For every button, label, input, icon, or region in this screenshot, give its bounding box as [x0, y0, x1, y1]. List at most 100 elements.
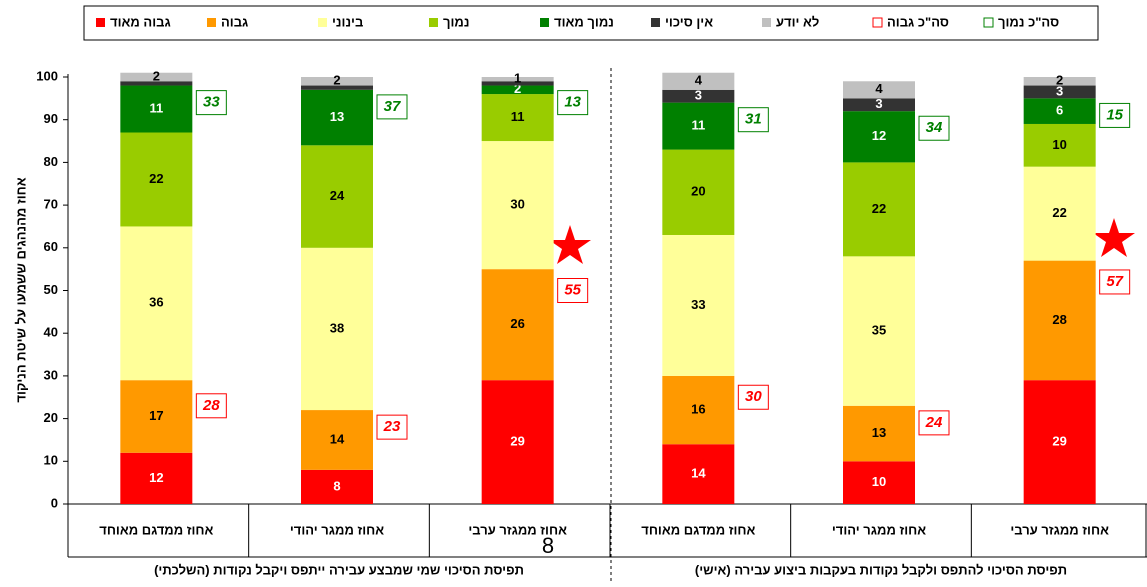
total-label: 33	[203, 94, 220, 111]
bar-segment	[843, 461, 915, 504]
total-box	[376, 94, 408, 120]
legend-label: נמוך מאוד	[554, 14, 614, 29]
value-label: 2	[153, 68, 160, 83]
value-label: 20	[691, 184, 705, 199]
x-tick-label: אחוז ממדגם מאוחד	[641, 522, 755, 537]
annotation: 8	[542, 533, 554, 558]
bar-segment	[662, 234, 735, 376]
legend-swatch	[318, 18, 327, 27]
value-label: 36	[149, 295, 163, 310]
star	[549, 225, 591, 264]
legend-swatch	[429, 18, 438, 27]
bar-segment	[1023, 77, 1096, 86]
y-tick-label: 20	[44, 410, 58, 425]
bar-segment	[120, 226, 193, 381]
bar-segment	[843, 111, 915, 163]
value-label: 1	[514, 71, 521, 86]
value-label: 2	[333, 73, 340, 88]
bar-segment	[662, 102, 735, 150]
bar-segment	[843, 162, 915, 257]
value-label: 8	[333, 478, 340, 493]
value-label: 24	[330, 188, 345, 203]
value-label: 28	[1052, 312, 1066, 327]
total-box	[195, 90, 227, 116]
y-axis-title: אחוז מהנהגים ששמעו על שיטת הניקוד	[13, 177, 28, 402]
bar-segment	[481, 380, 554, 504]
bar-segment	[1023, 260, 1096, 381]
legend-label: בינוני	[332, 14, 363, 29]
total-box	[195, 393, 227, 419]
value-label: 2	[514, 81, 521, 96]
bar-segment	[1023, 166, 1096, 261]
y-tick-label: 10	[44, 453, 58, 468]
bar-segment	[1023, 98, 1096, 124]
y-tick-label: 100	[36, 68, 58, 83]
y-tick-label: 80	[44, 154, 58, 169]
bar-segment	[120, 81, 193, 86]
y-tick-label: 60	[44, 239, 58, 254]
bar-segment	[481, 141, 554, 270]
bar-segment	[481, 81, 554, 86]
x-tick-label: אחוז ממדגם מאוחד	[99, 522, 213, 537]
bar-segment	[120, 380, 193, 453]
total-label: 55	[564, 281, 581, 298]
bar-segment	[301, 410, 373, 470]
value-label: 11	[511, 109, 525, 124]
value-label: 4	[695, 73, 703, 88]
legend-label: גבוה מאוד	[110, 14, 171, 29]
bar-segment	[301, 469, 373, 504]
bar-segment	[120, 452, 193, 504]
star	[1093, 218, 1135, 257]
value-label: 6	[1056, 103, 1063, 118]
legend-swatch	[983, 17, 994, 28]
total-label: 13	[564, 94, 581, 111]
total-box	[557, 278, 589, 303]
bar-segment	[1023, 85, 1096, 99]
value-label: 2	[1056, 73, 1063, 88]
bar-segment	[301, 89, 373, 146]
bar-segment	[843, 81, 915, 99]
legend-box	[83, 5, 1099, 41]
value-label: 12	[872, 128, 886, 143]
value-label: 12	[149, 470, 163, 485]
y-tick-label: 0	[51, 495, 58, 510]
value-label: 3	[1056, 83, 1063, 98]
value-label: 26	[510, 316, 524, 331]
total-label: 23	[383, 418, 401, 435]
legend-label: נמוך	[443, 14, 469, 29]
bar-segment	[301, 77, 373, 86]
bar-segment	[843, 256, 915, 406]
value-label: 13	[330, 109, 344, 124]
value-label: 11	[149, 100, 163, 115]
legend-label: אין סיכוי	[665, 14, 713, 29]
legend-swatch	[762, 18, 771, 27]
total-box	[376, 414, 408, 440]
total-label: 30	[745, 388, 762, 405]
legend-label: גבוה	[221, 14, 248, 29]
value-label: 4	[875, 81, 883, 96]
y-tick-label: 50	[44, 282, 58, 297]
total-label: 31	[745, 111, 762, 128]
value-label: 10	[872, 474, 886, 489]
bar-segment	[481, 85, 554, 95]
x-tick-label: אחוז ממגזר ערבי	[1010, 522, 1109, 537]
bar-segment	[1023, 123, 1096, 167]
legend-label: סה"כ נמוך	[998, 14, 1059, 29]
value-label: 30	[510, 197, 524, 212]
bar-segment	[481, 94, 554, 142]
value-label: 3	[875, 96, 882, 111]
bar-segment	[301, 145, 373, 248]
y-tick-label: 30	[44, 367, 58, 382]
y-tick-label: 70	[44, 197, 58, 212]
total-box	[557, 90, 589, 116]
total-label: 15	[1106, 106, 1123, 123]
legend-swatch	[540, 18, 549, 27]
total-box	[918, 410, 950, 436]
y-tick-label: 90	[44, 111, 58, 126]
legend-label: סה"כ גבוה	[887, 14, 949, 29]
value-label: 11	[691, 118, 705, 133]
x-tick-label: אחוז ממגר יהודי	[832, 522, 926, 537]
legend-swatch	[96, 18, 105, 27]
value-label: 33	[691, 297, 705, 312]
